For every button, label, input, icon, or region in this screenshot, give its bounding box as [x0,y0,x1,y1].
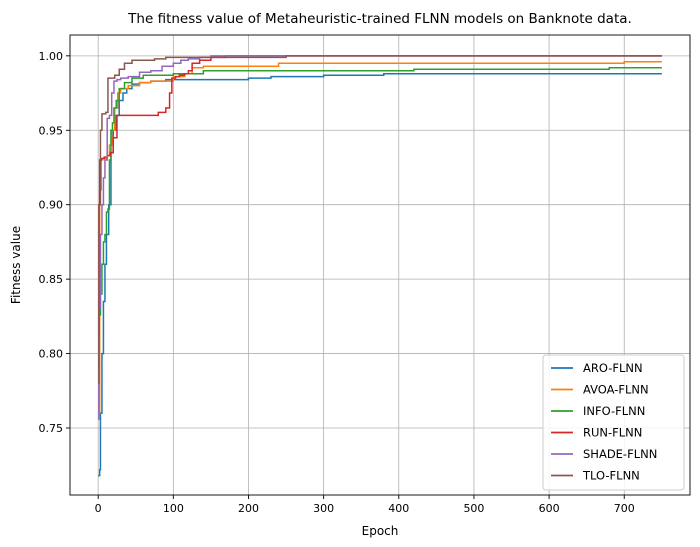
legend-label-aro-flnn: ARO-FLNN [583,361,643,375]
y-tick-label: 0.90 [39,199,64,212]
legend: ARO-FLNN AVOA-FLNN INFO-FLNN RUN-FLNN SHADE-… [542,354,685,491]
legend-label-avoa-flnn: AVOA-FLNN [583,383,649,397]
x-tick-label: 600 [539,502,560,515]
y-tick-label: 0.80 [39,348,64,361]
x-axis-label: Epoch [362,524,399,538]
legend-label-tlo-flnn: TLO-FLNN [582,469,640,483]
x-tick-label: 300 [313,502,334,515]
x-tick-label: 0 [95,502,102,515]
y-tick-label: 0.85 [39,273,64,286]
x-tick-label: 100 [163,502,184,515]
legend-label-shade-flnn: SHADE-FLNN [583,447,657,461]
legend-label-info-flnn: INFO-FLNN [583,404,645,418]
x-axis-ticks: 0 100 200 300 400 500 600 700 [95,495,635,515]
series-line-aro-flnn [98,72,662,477]
x-tick-label: 700 [614,502,635,515]
x-tick-label: 500 [463,502,484,515]
x-tick-label: 200 [238,502,259,515]
y-axis-label: Fitness value [9,226,23,304]
y-axis-ticks: 0.75 0.80 0.85 0.90 0.95 1.00 [39,50,70,435]
legend-label-run-flnn: RUN-FLNN [583,426,642,440]
y-tick-label: 0.75 [39,422,64,435]
series-line-info-flnn [98,67,662,370]
chart-title: The fitness value of Metaheuristic-train… [127,11,632,27]
series-lines [98,55,662,477]
legend-box [542,354,685,491]
x-tick-label: 400 [388,502,409,515]
plot-area-frame [69,34,691,496]
series-line-avoa-flnn [98,61,662,414]
series-line-tlo-flnn [98,55,662,385]
y-tick-label: 0.95 [39,124,64,137]
y-tick-label: 1.00 [39,50,64,63]
